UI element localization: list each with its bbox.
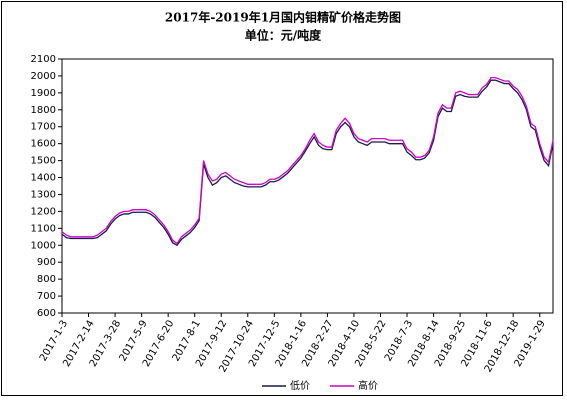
- plot-area: [61, 58, 554, 314]
- legend-label: 高价: [358, 379, 378, 392]
- y-tick-label: 1700: [31, 122, 56, 133]
- legend-label: 低价: [290, 379, 310, 392]
- y-tick-label: 700: [37, 291, 56, 302]
- y-tick-label: 1800: [31, 105, 56, 116]
- y-tick-label: 1200: [31, 206, 56, 217]
- series-line: [61, 79, 554, 247]
- chart-title: 2017年-2019年1月国内钼精矿价格走势图: [165, 10, 401, 25]
- y-tick-label: 800: [37, 274, 56, 285]
- y-tick-label: 1900: [31, 88, 56, 99]
- y-tick-label: 600: [37, 308, 56, 319]
- chart-subtitle: 单位：元/吨度: [245, 28, 322, 43]
- y-tick-label: 1000: [31, 240, 56, 251]
- series-line: [61, 76, 554, 245]
- y-tick-label: 2000: [31, 71, 56, 82]
- chart-frame: [1, 1, 563, 396]
- y-tick-label: 1400: [31, 173, 56, 184]
- y-tick-label: 1100: [31, 223, 56, 234]
- y-tick-label: 2100: [31, 54, 56, 65]
- y-tick-label: 1300: [31, 189, 56, 200]
- y-tick-label: 1600: [31, 139, 56, 150]
- y-tick-label: 900: [37, 257, 56, 268]
- y-tick-label: 1500: [31, 156, 56, 167]
